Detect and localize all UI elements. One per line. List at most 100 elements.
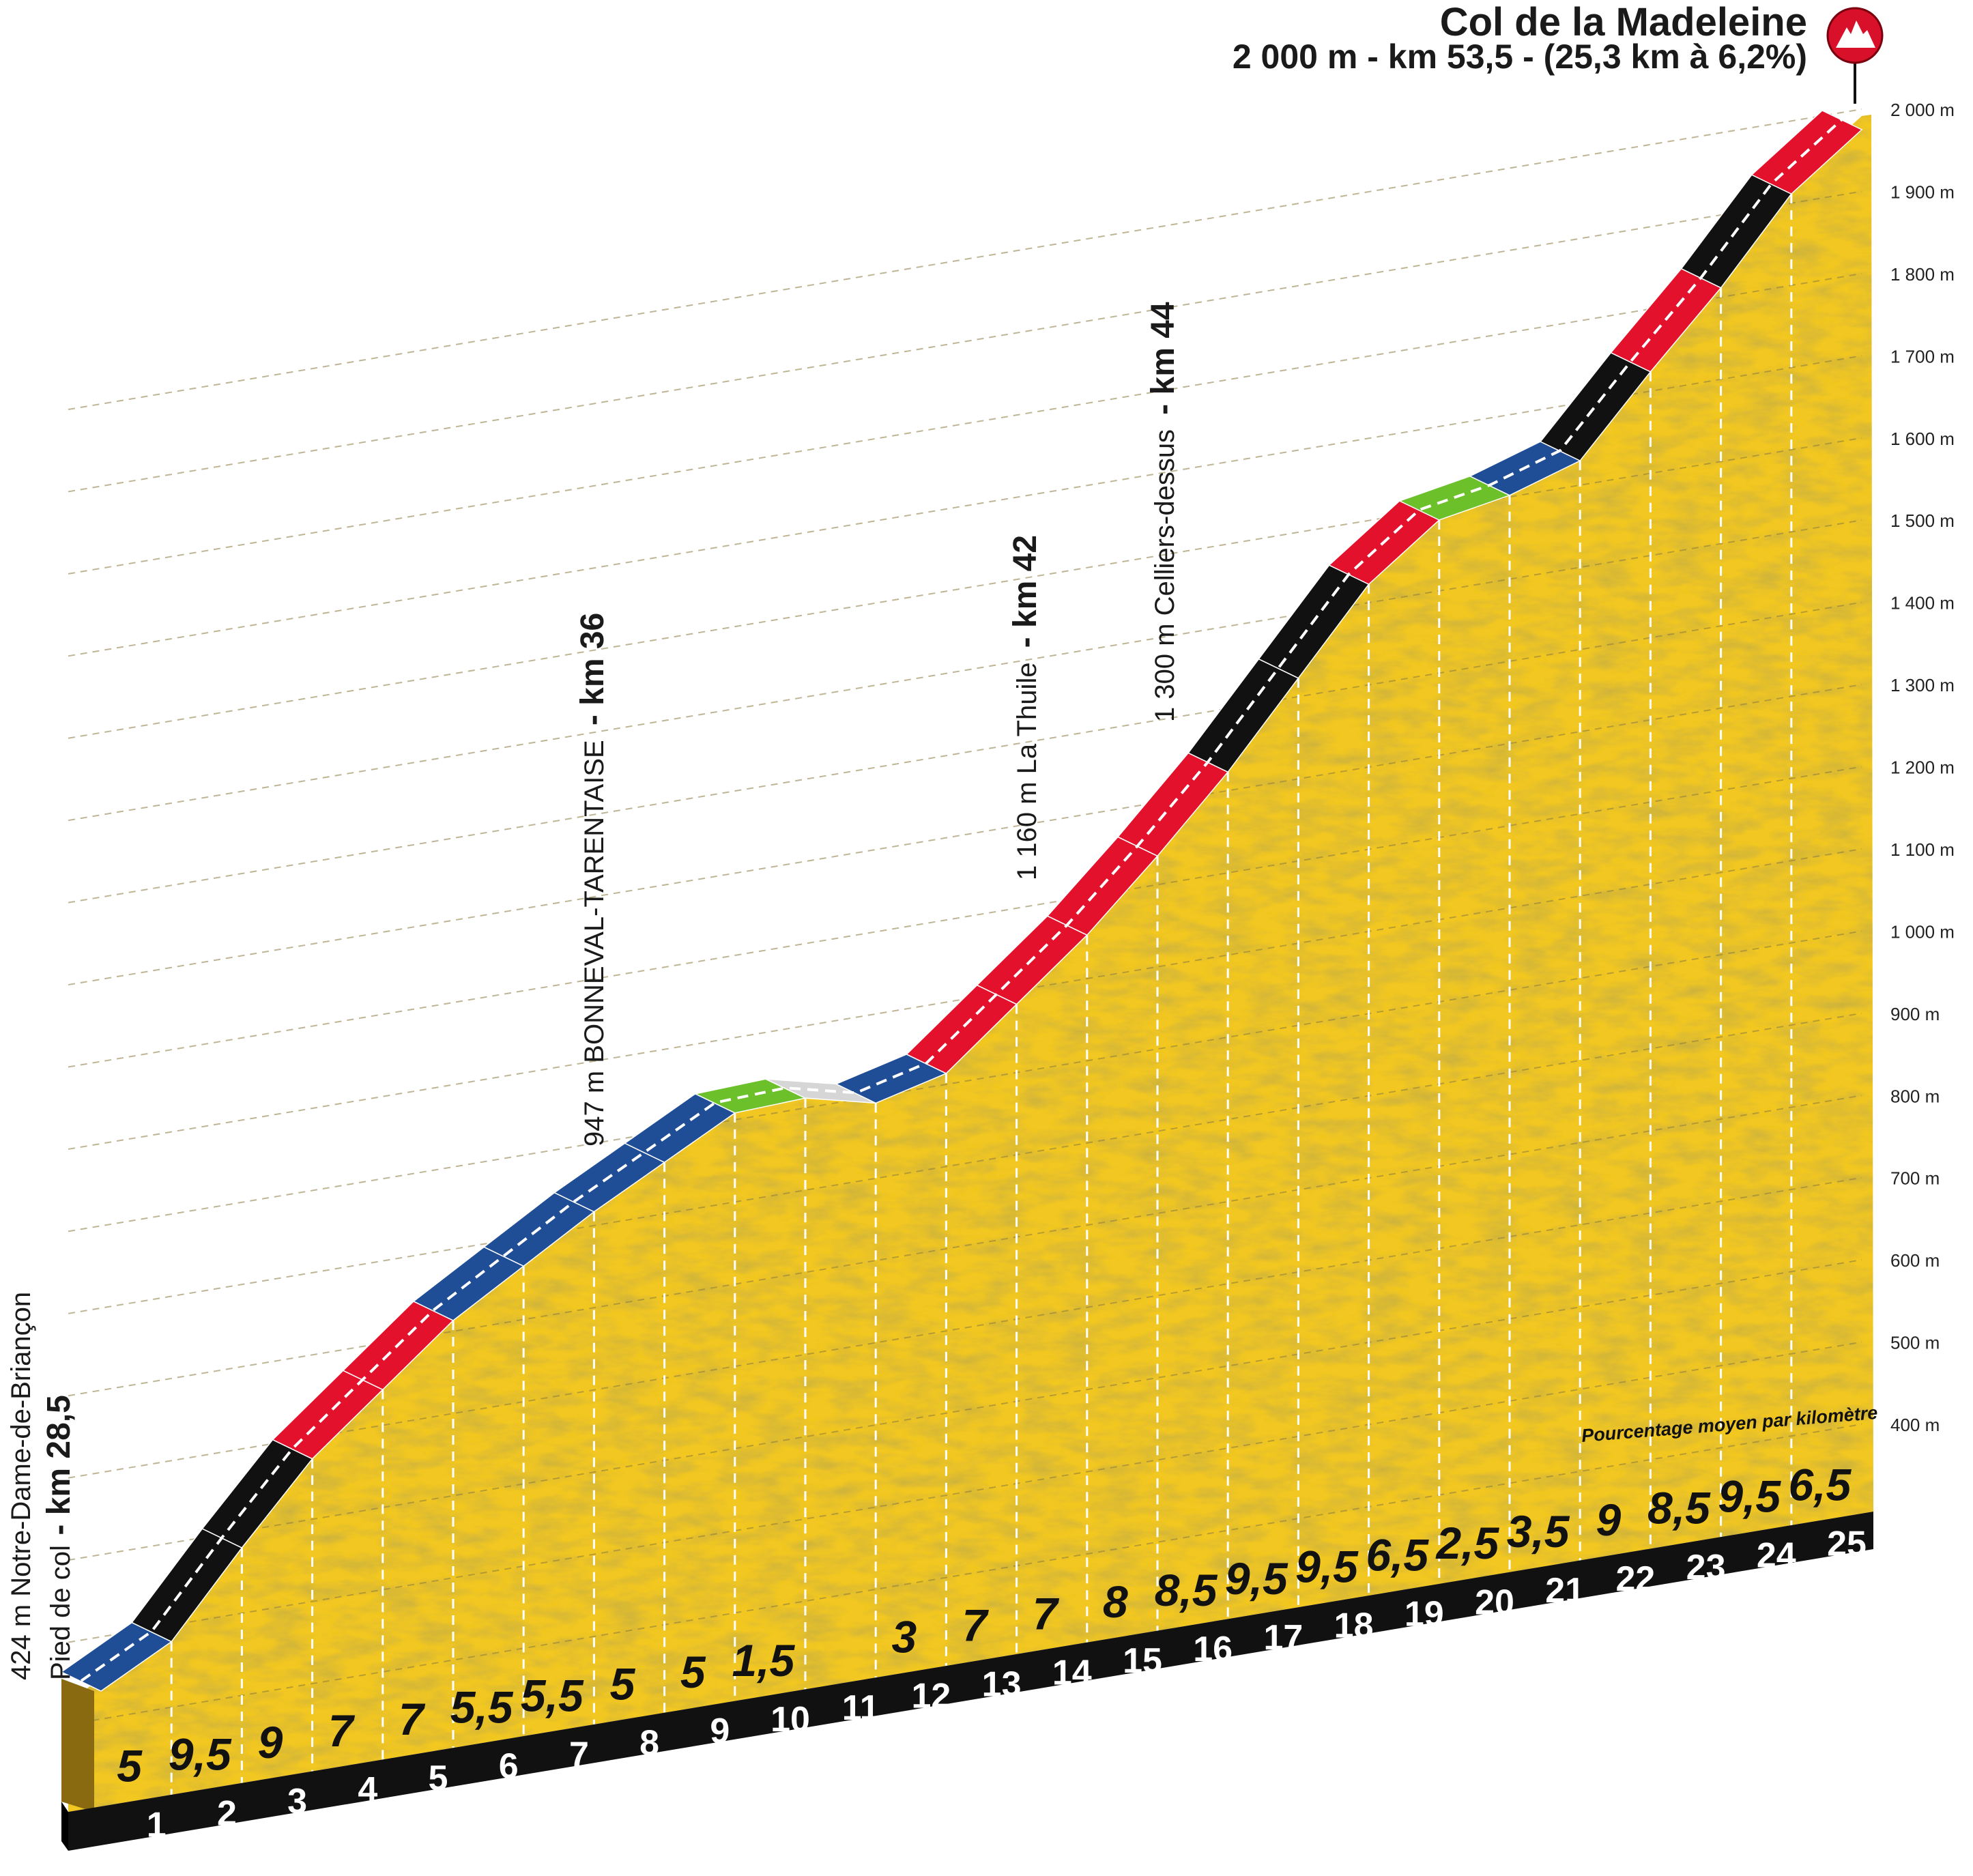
base-front-face (61, 1679, 94, 1812)
grade-label-km-15: 8 (1103, 1576, 1128, 1627)
altitude-tick-label: 900 m (1890, 1004, 1940, 1024)
grade-label-km-1: 5 (117, 1740, 143, 1791)
km-labels: 1 2 3 4 5 6 7 8 9 10 11 12 13 14 15 16 17 18 19 20 21 22 23 24 2… (147, 1524, 1867, 1845)
km-label: 7 (569, 1735, 589, 1775)
grade-label-km-5: 7 (399, 1694, 426, 1744)
km-label: 15 (1123, 1641, 1162, 1681)
waypoint-3-km: - km 44 (1145, 302, 1181, 415)
gridline-altitude (68, 355, 1862, 657)
km-label: 23 (1686, 1548, 1726, 1587)
waypoint-2-label: 1 160 m La Thuile - km 42 (1007, 535, 1043, 880)
altitude-tick-label: 800 m (1890, 1086, 1940, 1106)
grade-label-km-3: 9 (258, 1717, 283, 1767)
grade-label-km-12: 3 (891, 1612, 917, 1662)
waypoint-2-text: 1 160 m La Thuile (1012, 663, 1042, 880)
km-label: 3 (287, 1782, 307, 1821)
altitude-tick-label: 1 200 m (1890, 757, 1955, 778)
km-label: 9 (710, 1712, 730, 1751)
km-label: 17 (1263, 1618, 1303, 1658)
summit-title: Col de la Madeleine (1440, 0, 1807, 44)
altitude-tick-label: 1 000 m (1890, 921, 1955, 942)
waypoint-1-km: - km 36 (575, 613, 611, 725)
svg-text:1 300 m Celliers-dessus: 1 300 m Celliers-dessus - km 44 (1145, 302, 1181, 722)
grade-label-km-17: 9,5 (1225, 1553, 1288, 1604)
altitude-tick-label: 700 m (1890, 1168, 1940, 1189)
gridline-altitude (68, 519, 1862, 822)
altitude-tick-label: 600 m (1890, 1250, 1940, 1271)
altitude-tick-label: 500 m (1890, 1333, 1940, 1353)
gridline-altitude (68, 109, 1862, 410)
grade-label-km-13: 7 (962, 1600, 990, 1650)
start-label: 424 m Notre-Dame-de-Briançon Pied de col… (6, 1292, 77, 1680)
km-label: 22 (1615, 1559, 1655, 1599)
grade-label-km-25: 6,5 (1789, 1459, 1852, 1510)
grade-label-km-16: 8,5 (1155, 1565, 1218, 1615)
grade-labels: 5 9,5 9 7 7 5,5 5,5 5 5 1,5 3 7 7 8 8,5 9,5 9,5 6,5 2,5 3,5… (117, 1459, 1852, 1791)
altitude-tick-label: 1 400 m (1890, 593, 1955, 614)
mountain-icon (1826, 7, 1884, 64)
road-centerline (80, 118, 1843, 1682)
gridline-altitude (68, 1095, 1862, 1397)
start-altitude-label: 424 m Notre-Dame-de-Briançon (6, 1292, 36, 1680)
summit-subtitle: 2 000 m - km 53,5 - (25,3 km à 6,2%) (1233, 38, 1807, 76)
altitude-tick-label: 1 700 m (1890, 346, 1955, 366)
grade-label-km-20: 2,5 (1435, 1518, 1500, 1568)
grade-label-km-8: 5 (610, 1658, 636, 1709)
altitude-gridlines (68, 109, 1862, 1725)
waypoint-1-text: 947 m BONNEVAL-TARENTAISE (579, 740, 609, 1146)
km-label: 11 (842, 1688, 880, 1728)
km-label: 21 (1545, 1571, 1585, 1611)
ground-strip (68, 1512, 1873, 1851)
km-label: 10 (771, 1700, 810, 1740)
svg-text:947 m BONNEVAL-TARENTAISE: 947 m BONNEVAL-TARENTAISE - km 36 (575, 613, 611, 1146)
grade-label-km-21: 3,5 (1507, 1506, 1570, 1557)
grade-label-km-24: 9,5 (1718, 1471, 1781, 1522)
grade-label-km-23: 8,5 (1647, 1483, 1711, 1533)
grade-label-km-7: 5,5 (521, 1670, 584, 1720)
gridline-altitude (68, 1341, 1862, 1643)
km-label: 25 (1827, 1524, 1867, 1563)
km-label: 12 (911, 1677, 951, 1716)
km-label: 6 (499, 1747, 519, 1787)
svg-text:1 160 m La Thuile - km 4: 1 160 m La Thuile - km 42 (1007, 535, 1043, 880)
km-label: 8 (639, 1723, 659, 1763)
grade-label-km-6: 5,5 (450, 1682, 514, 1733)
altitude-tick-label: 1 300 m (1890, 675, 1955, 695)
terrain-area (67, 115, 1873, 1812)
gridline-altitude (68, 601, 1862, 904)
gridline-altitude (68, 1259, 1862, 1561)
gridline-altitude (68, 190, 1862, 493)
waypoint-2-km: - km 42 (1007, 535, 1043, 648)
km-label: 13 (982, 1664, 1022, 1704)
km-label: 24 (1757, 1536, 1796, 1576)
gridline-altitude (68, 437, 1862, 739)
altitude-tick-label: 400 m (1890, 1415, 1940, 1435)
km-label: 14 (1052, 1653, 1092, 1692)
km-label: 4 (358, 1770, 377, 1810)
km-label: 2 (217, 1793, 237, 1833)
gridline-altitude (68, 766, 1862, 1068)
waypoint-3-label: 1 300 m Celliers-dessus - km 44 (1145, 302, 1181, 722)
grade-label-km-2: 9,5 (169, 1729, 232, 1779)
grade-label-km-9: 5 (680, 1647, 706, 1697)
km-label: 19 (1405, 1594, 1444, 1634)
altitude-tick-labels: 400 m 500 m 600 m 700 m 800 m 900 m 1 000 m 1 1… (1890, 100, 1955, 1435)
gridline-altitude (68, 684, 1862, 986)
altitude-tick-label: 1 800 m (1890, 264, 1955, 285)
km-label: 5 (429, 1759, 448, 1798)
grade-label-km-4: 7 (328, 1705, 356, 1756)
altitude-tick-label: 1 600 m (1890, 429, 1955, 449)
km-gridlines (170, 194, 1793, 1795)
svg-text:Pied de col - km 28,5: Pied de col - km 28,5 (41, 1395, 77, 1680)
km-label: 20 (1475, 1583, 1514, 1622)
altitude-tick-label: 1 500 m (1890, 510, 1955, 531)
km-label: 16 (1193, 1630, 1233, 1669)
ground-front-face (61, 1802, 68, 1851)
gridline-altitude (68, 1012, 1862, 1314)
grade-label-km-22: 9 (1596, 1495, 1621, 1545)
gridline-altitude (68, 1177, 1862, 1479)
grade-label-km-19: 6,5 (1366, 1529, 1429, 1580)
gridline-altitude (68, 930, 1862, 1232)
waypoint-1-label: 947 m BONNEVAL-TARENTAISE - km 36 (575, 613, 611, 1146)
